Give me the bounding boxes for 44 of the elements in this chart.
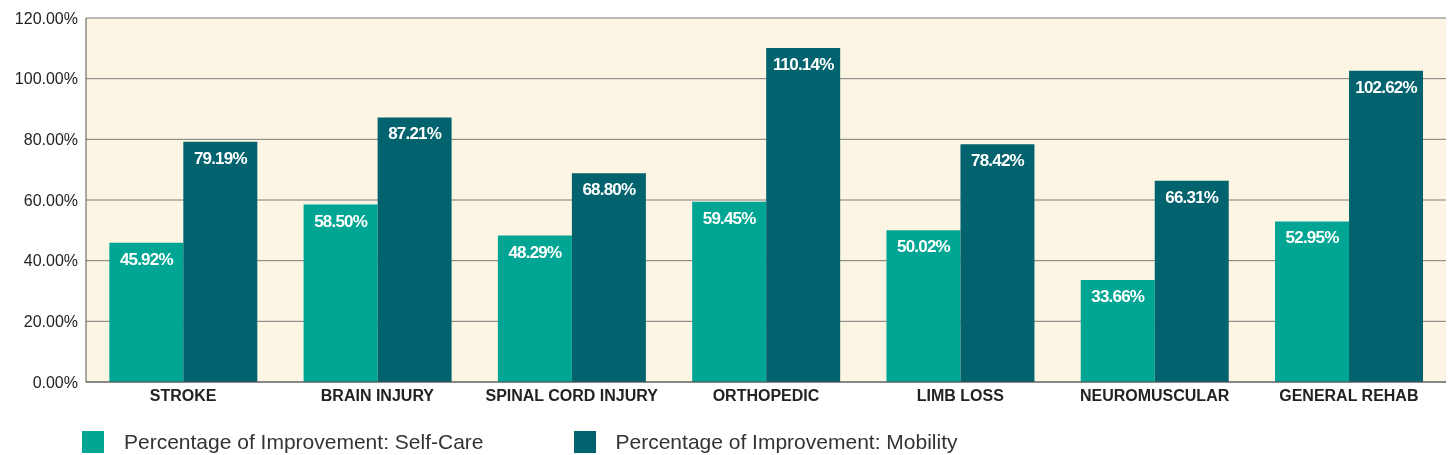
- bar: [1275, 221, 1350, 382]
- data-label: 52.95%: [1285, 228, 1340, 248]
- data-label: 78.42%: [971, 151, 1025, 171]
- bar: [571, 173, 646, 382]
- data-label: 79.19%: [193, 148, 248, 168]
- bar: [886, 230, 961, 382]
- y-tick-label: 0.00%: [32, 373, 78, 391]
- data-label: 45.92%: [119, 249, 174, 269]
- x-tick-label: LIMB LOSS: [916, 387, 1005, 405]
- data-label: 66.31%: [1165, 187, 1219, 207]
- bar: [303, 204, 378, 382]
- bar: [1080, 279, 1155, 382]
- bar: [692, 201, 767, 382]
- x-tick-label: NEUROMUSCULAR: [1079, 387, 1230, 405]
- bar: [960, 144, 1035, 382]
- bar: [497, 235, 572, 382]
- y-tick-label: 100.00%: [14, 70, 78, 88]
- bar: [1154, 180, 1229, 382]
- data-label: 110.14%: [772, 54, 835, 74]
- x-tick-label: SPINAL CORD INJURY: [485, 387, 659, 405]
- x-tick-label: GENERAL REHAB: [1279, 387, 1419, 405]
- y-tick-label: 80.00%: [23, 131, 78, 149]
- x-tick-label: STROKE: [149, 387, 217, 405]
- y-tick-label: 20.00%: [23, 313, 78, 331]
- x-tick-label: ORTHOPEDIC: [712, 387, 820, 405]
- data-label: 50.02%: [897, 237, 951, 257]
- bar: [766, 47, 841, 382]
- data-label: 33.66%: [1091, 286, 1145, 306]
- x-tick-label: BRAIN INJURY: [320, 387, 435, 405]
- legend-label: Percentage of Improvement: Mobility: [615, 430, 958, 454]
- data-label: 87.21%: [388, 124, 442, 144]
- bar: [183, 141, 258, 382]
- data-label: 59.45%: [702, 208, 757, 228]
- y-tick-label: 40.00%: [23, 252, 78, 270]
- y-tick-label: 60.00%: [23, 191, 78, 209]
- y-tick-label: 120.00%: [14, 9, 78, 27]
- data-label: 102.62%: [1355, 77, 1418, 97]
- data-label: 68.80%: [582, 180, 636, 200]
- bar: [1349, 70, 1424, 382]
- data-label: 58.50%: [314, 211, 368, 231]
- bar: [109, 242, 184, 382]
- bar: [377, 117, 452, 382]
- legend-label: Percentage of Improvement: Self-Care: [124, 430, 484, 454]
- data-label: 48.29%: [508, 242, 562, 262]
